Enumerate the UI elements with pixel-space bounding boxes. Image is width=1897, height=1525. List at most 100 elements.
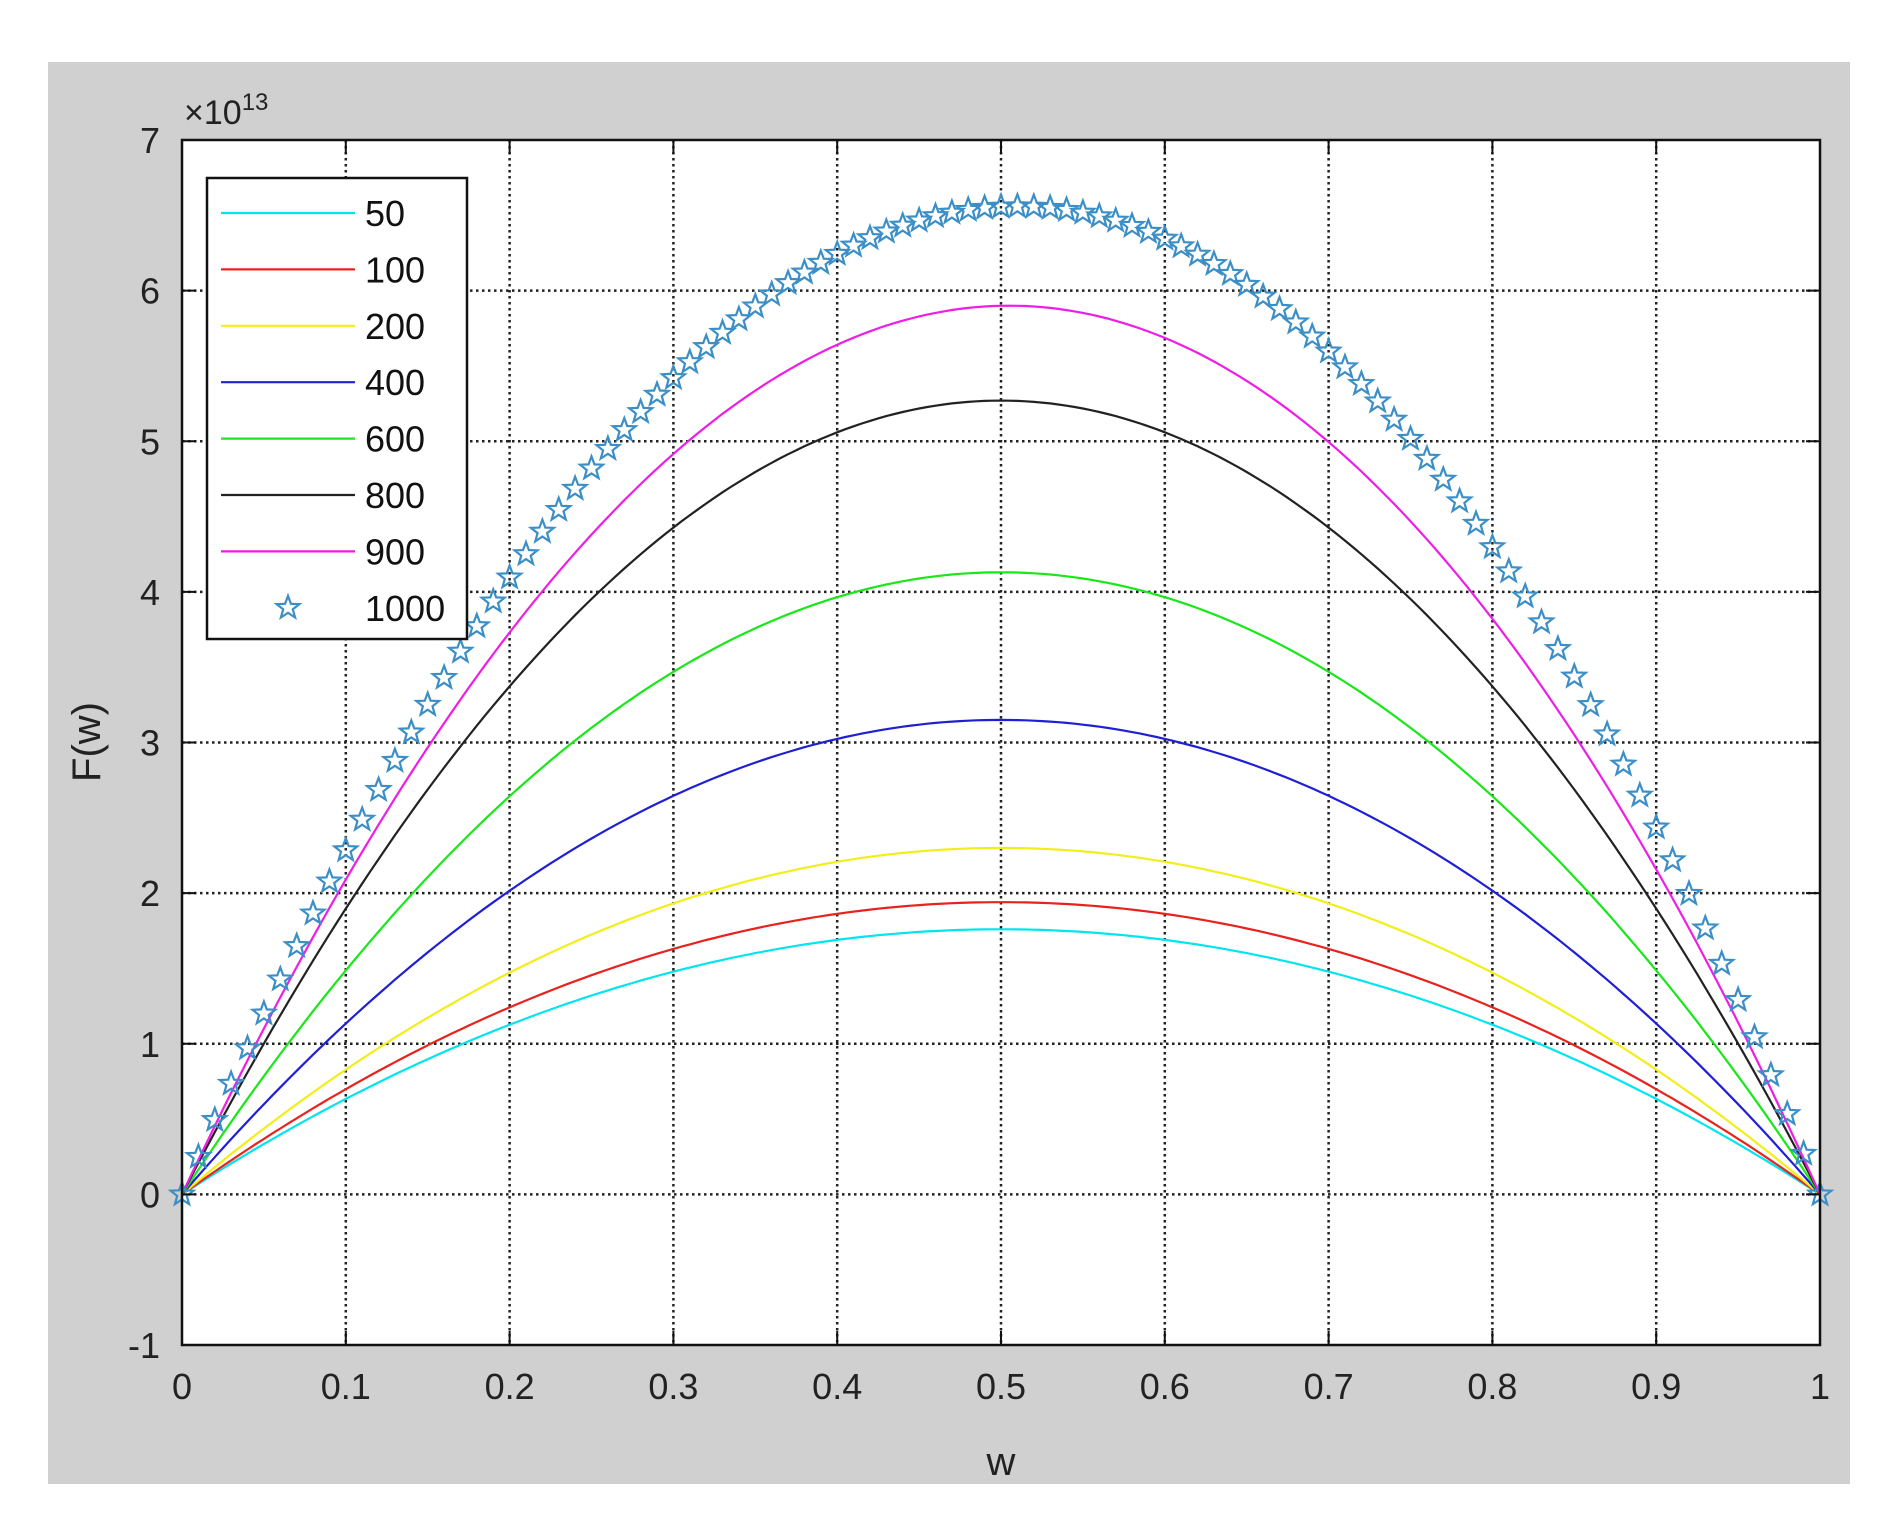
series-1000-marker [298,898,328,926]
x-tick-label: 0.9 [1631,1366,1681,1407]
series-1000-marker [1363,386,1393,414]
series-1000-marker [1478,531,1507,560]
series-1000-marker [1035,192,1065,221]
series-1000-marker [1723,984,1753,1013]
series-200-line [181,846,1821,1196]
series-1000-markers [167,191,1835,1207]
series-1000-marker [1330,352,1360,380]
series-1000-marker [478,586,508,614]
series-1000-marker [1494,556,1524,584]
legend-entry-800: 800 [221,475,425,516]
series-1000-marker [183,1141,213,1170]
series-1000-marker [626,396,656,425]
series-900-line [181,304,1822,1195]
x-tick-label: 0.1 [321,1366,371,1407]
legend-label: 200 [365,306,425,347]
x-tick-label: 0.5 [976,1366,1026,1407]
series-800-line [181,399,1821,1195]
series-1000-marker [1527,607,1557,635]
series-1000-marker [1412,443,1442,472]
legend-label: 50 [365,193,405,234]
grid [182,140,1820,1345]
legend-label: 600 [365,419,425,460]
series-1000-marker [282,930,312,959]
series-1000-marker [1183,239,1213,267]
series-1000-marker [855,222,885,251]
series-1000-marker [609,414,639,443]
legend-label: 400 [365,362,425,403]
legend-entry-100: 100 [221,249,425,290]
series-1000-marker [1625,780,1655,808]
series-1000-marker [577,453,606,481]
y-exponent-power: 13 [242,89,269,116]
series-1000-marker [1740,1021,1769,1050]
series-1000-marker [740,291,770,319]
legend-entry-400: 400 [221,362,425,403]
series-1000-marker [970,192,999,221]
x-tick-label: 0.2 [485,1366,535,1407]
y-exponent-label: ×1013 [184,89,268,132]
series-1000-marker [200,1104,230,1133]
series-1000-marker [1428,464,1458,492]
series-1000-marker [1707,948,1737,976]
series-1000-marker [1133,216,1163,245]
series-1000-marker [1019,191,1049,219]
legend: 50 100 200 400 600 800 900 1000 [205,176,469,641]
legend-label: 1000 [365,588,445,629]
legend-entry-1000: 1000 [273,588,445,629]
ticks [181,139,1821,1346]
series-1000-marker [1281,307,1311,335]
y-tick-label: 4 [140,572,160,613]
tick-labels: 0 0.1 0.2 0.3 0.4 0.5 0.6 0.7 0.8 0.9 1 -1 0 1 2 3 4 5 6 7 [128,120,1830,1407]
y-tick-label: 5 [140,421,160,462]
series-1000-marker [445,636,475,664]
series-1000-marker [1592,719,1622,747]
legend-star-marker [273,592,303,621]
legend-entry-50: 50 [221,193,405,234]
x-tick-label: 0 [172,1366,192,1407]
series-1000-marker [1346,368,1376,397]
series-1000-marker [822,238,852,267]
series-1000-marker [806,247,836,276]
series-1000-marker [1543,633,1573,662]
series-1000-marker [347,804,377,832]
y-tick-label: 3 [140,723,160,764]
series-1000-marker [1396,423,1425,452]
series-1000-marker [1445,486,1475,514]
series-1000-marker [1314,336,1343,364]
series-1000-marker [1608,749,1638,777]
legend-entries: 50 100 200 400 600 800 900 1000 [221,193,445,629]
series-1000-marker [1248,281,1278,309]
series-1000-marker [511,538,541,567]
legend-label: 100 [365,249,425,290]
series-1000-marker [380,745,410,774]
y-tick-label: 1 [140,1024,160,1065]
series-1000-marker [1641,812,1671,840]
series-layer [167,191,1835,1207]
series-1000-marker [1166,231,1196,259]
series-1000-marker [1559,661,1589,689]
series-1000-marker [757,279,787,307]
series-1000-marker [544,494,574,523]
series-1000-marker [1068,197,1098,225]
series-1000-marker [1576,689,1606,718]
x-tick-label: 0.7 [1304,1366,1354,1407]
series-1000-marker [1215,258,1245,287]
series-1000-marker [1789,1138,1818,1166]
series-1000-marker [216,1068,246,1096]
series-1000-marker [331,835,361,863]
series-1000-marker [1772,1098,1802,1127]
series-1000-marker [789,257,819,285]
series-1000-marker [871,216,901,244]
series-100-line [181,901,1821,1196]
series-1000-marker [1690,913,1720,941]
y-tick-label: -1 [128,1325,160,1366]
series-1000-marker [265,964,295,992]
series-600-line [181,571,1821,1196]
y-axis-label: F(w) [65,702,109,782]
series-1000-marker [1756,1059,1786,1088]
series-1000-marker [1117,210,1147,239]
series-1000-marker [1150,223,1180,251]
x-tick-label: 1 [1810,1366,1830,1407]
